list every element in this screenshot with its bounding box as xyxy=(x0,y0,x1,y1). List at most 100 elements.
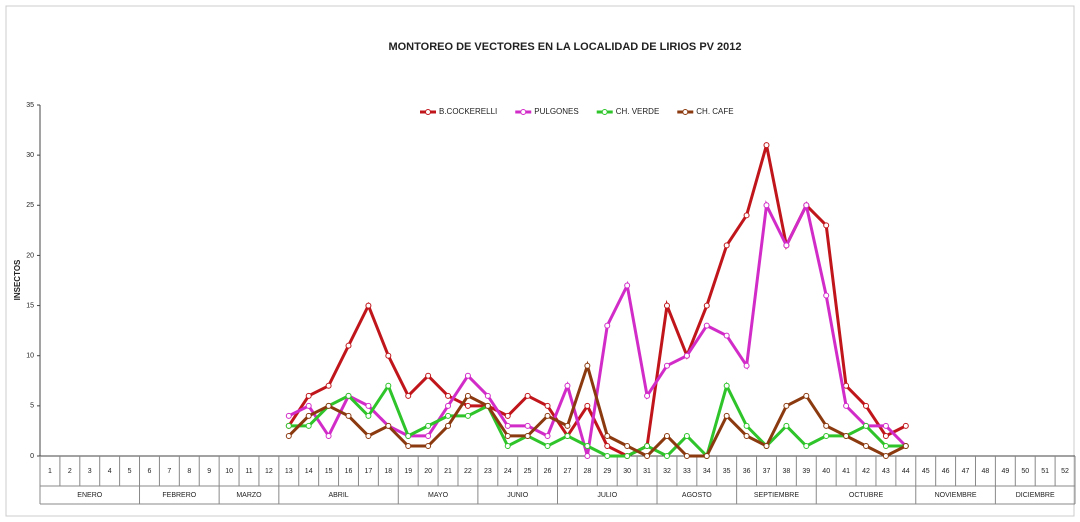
data-point xyxy=(703,302,710,309)
x-tick-label: 5 xyxy=(128,468,132,475)
x-tick-label: 23 xyxy=(484,468,492,475)
data-point xyxy=(405,392,412,399)
data-point xyxy=(723,382,730,389)
x-tick-label: 38 xyxy=(782,468,790,475)
y-tick-label: 20 xyxy=(26,252,34,259)
data-point xyxy=(445,402,452,409)
x-tick-label: 35 xyxy=(723,468,731,475)
data-point xyxy=(464,372,471,379)
data-point xyxy=(305,422,312,429)
data-point xyxy=(882,422,889,429)
data-point xyxy=(644,442,651,449)
data-point xyxy=(464,392,471,399)
x-tick-label: 28 xyxy=(583,468,591,475)
data-point xyxy=(325,402,332,409)
data-point xyxy=(345,342,352,349)
data-point xyxy=(405,432,412,439)
data-point xyxy=(385,422,392,429)
data-point xyxy=(425,422,432,429)
data-point xyxy=(723,332,730,339)
data-point xyxy=(305,412,312,419)
x-tick-label: 13 xyxy=(285,468,293,475)
data-point xyxy=(803,392,810,399)
legend-label: B.COCKERELLI xyxy=(439,107,497,116)
x-tick-label: 25 xyxy=(524,468,532,475)
data-point xyxy=(863,402,870,409)
data-point xyxy=(504,432,511,439)
chart-title: MONTOREO DE VECTORES EN LA LOCALIDAD DE … xyxy=(388,41,741,53)
data-point xyxy=(365,402,372,409)
data-point xyxy=(663,362,670,369)
chart-frame xyxy=(5,5,1075,517)
data-point xyxy=(663,432,670,439)
data-point xyxy=(604,442,611,449)
x-tick-label: 15 xyxy=(325,468,333,475)
data-point xyxy=(624,282,631,289)
x-tick-label: 44 xyxy=(902,468,910,475)
data-point xyxy=(564,422,571,429)
x-tick-label: 1 xyxy=(48,468,52,475)
data-point xyxy=(743,212,750,219)
legend-marker xyxy=(682,109,689,115)
x-tick-label: 2 xyxy=(68,468,72,475)
x-tick-label: 32 xyxy=(663,468,671,475)
month-label: OCTUBRE xyxy=(849,492,884,499)
data-point xyxy=(425,432,432,439)
data-point xyxy=(823,222,830,229)
data-point xyxy=(604,453,611,459)
month-label: DICIEMBRE xyxy=(1016,492,1055,499)
data-point xyxy=(743,432,750,439)
data-point xyxy=(624,453,631,459)
data-point xyxy=(683,352,690,359)
data-point xyxy=(584,402,591,409)
legend-marker xyxy=(520,109,527,115)
x-tick-label: 14 xyxy=(305,468,313,475)
data-point xyxy=(365,432,372,439)
data-point xyxy=(703,453,710,459)
data-point xyxy=(325,432,332,439)
data-point xyxy=(763,202,770,209)
data-point xyxy=(285,432,292,439)
legend-label: CH. CAFE xyxy=(696,107,733,116)
data-point xyxy=(644,453,651,459)
y-tick-label: 10 xyxy=(26,353,34,360)
data-point xyxy=(524,392,531,399)
month-label: ABRIL xyxy=(328,492,348,499)
data-point xyxy=(564,382,571,389)
x-tick-label: 26 xyxy=(544,468,552,475)
x-tick-label: 37 xyxy=(763,468,771,475)
data-point xyxy=(644,392,651,399)
x-tick-label: 18 xyxy=(384,468,392,475)
data-point xyxy=(863,422,870,429)
x-tick-label: 16 xyxy=(345,468,353,475)
x-tick-label: 22 xyxy=(464,468,472,475)
data-point xyxy=(464,402,471,409)
data-point xyxy=(425,372,432,379)
data-point xyxy=(285,422,292,429)
data-point xyxy=(285,412,292,419)
data-point xyxy=(763,442,770,449)
month-label: ENERO xyxy=(77,492,102,499)
data-point xyxy=(305,402,312,409)
data-point xyxy=(823,432,830,439)
data-point xyxy=(703,322,710,329)
data-point xyxy=(663,302,670,309)
data-point xyxy=(843,382,850,389)
data-point xyxy=(882,453,889,459)
data-point xyxy=(544,442,551,449)
data-point xyxy=(783,242,790,249)
month-label: JULIO xyxy=(597,492,617,499)
x-tick-label: 50 xyxy=(1021,468,1029,475)
x-tick-label: 7 xyxy=(167,468,171,475)
series-line xyxy=(288,381,906,459)
month-label: SEPTIEMBRE xyxy=(754,492,799,499)
data-point xyxy=(604,322,611,329)
data-point xyxy=(484,392,491,399)
data-point xyxy=(544,412,551,419)
data-point xyxy=(504,422,511,429)
data-point xyxy=(763,142,770,149)
data-point xyxy=(504,442,511,449)
y-tick-label: 25 xyxy=(26,202,34,209)
data-point xyxy=(445,392,452,399)
